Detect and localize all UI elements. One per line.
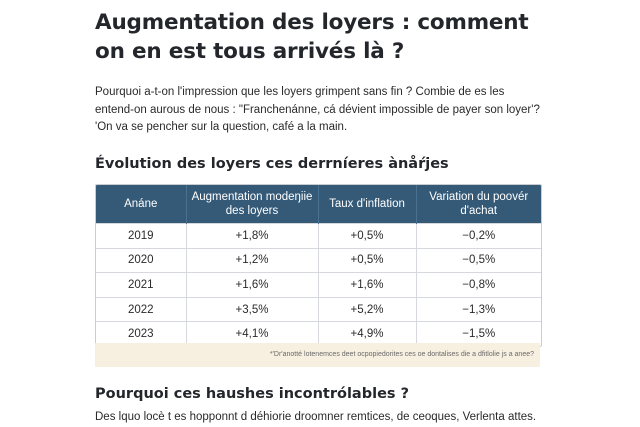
table-cell-year: 2021 xyxy=(96,272,187,298)
section-heading-causes: Pourquoi ces haushes incontrólables ? xyxy=(95,386,409,402)
table-cell-rent: +1,2% xyxy=(186,247,319,273)
column-header-year: Anáne xyxy=(96,185,187,224)
article-title: Augmentation des loyers : comment on en … xyxy=(95,10,529,64)
intro-paragraph: Pourquoi a-t-on l'impression que les loy… xyxy=(95,84,547,137)
table-header-row: Anáne Augmentation modeŋiie des loyers T… xyxy=(96,185,541,224)
table-row: 2022 +3,5% +5,2% −1,3% xyxy=(96,296,541,322)
section-body-text: Des lquo locè t es hopponnt d déhiorie d… xyxy=(95,411,537,423)
table-cell-inflation: +1,6% xyxy=(318,272,417,298)
table-cell-year: 2019 xyxy=(96,223,187,249)
table-footnote: *'Dr'anotté lotenemces deet ocpopiedorit… xyxy=(95,343,540,367)
rent-evolution-table: Anáne Augmentation modeŋiie des loyers T… xyxy=(95,184,542,347)
table-row: 2021 +1,6% +1,6% −0,8% xyxy=(96,272,541,298)
intro-line: 'On va se pencher sur la question, café … xyxy=(95,121,348,133)
section-heading-evolution: Évolution des loyers ces derrníeres ànåŕ… xyxy=(95,156,449,172)
column-header-inflation: Taux d'inflation xyxy=(318,185,417,224)
column-header-rent-increase: Augmentation modeŋiie des loyers xyxy=(186,185,319,224)
table-cell-year: 2023 xyxy=(96,321,187,346)
table-cell-purchasing: −0,2% xyxy=(416,223,541,249)
table-cell-rent: +4,1% xyxy=(186,321,319,346)
table-cell-year: 2022 xyxy=(96,296,187,322)
table-row: 2020 +1,2% +0,5% −0,5% xyxy=(96,247,541,273)
table-cell-purchasing: −0,8% xyxy=(416,272,541,298)
table-cell-year: 2020 xyxy=(96,247,187,273)
table-cell-inflation: +0,5% xyxy=(318,247,417,273)
table-cell-rent: +1,8% xyxy=(186,223,319,249)
table-cell-rent: +1,6% xyxy=(186,272,319,298)
table-cell-purchasing: −1,3% xyxy=(416,296,541,322)
table-cell-inflation: +5,2% xyxy=(318,296,417,322)
table-cell-inflation: +4,9% xyxy=(318,321,417,346)
table-cell-purchasing: −0,5% xyxy=(416,247,541,273)
column-header-purchasing-power: Variation du poovér d'achat xyxy=(416,185,541,224)
table-cell-inflation: +0,5% xyxy=(318,223,417,249)
table-cell-purchasing: −1,5% xyxy=(416,321,541,346)
intro-line: Pourquoi a-t-on l'impression que les loy… xyxy=(95,86,505,98)
intro-line: entend-on aurous de nous : "Franchenánne… xyxy=(95,103,540,116)
table-row: 2023 +4,1% +4,9% −1,5% xyxy=(96,321,541,346)
table-cell-rent: +3,5% xyxy=(186,296,319,322)
table-row: 2019 +1,8% +0,5% −0,2% xyxy=(96,223,541,249)
